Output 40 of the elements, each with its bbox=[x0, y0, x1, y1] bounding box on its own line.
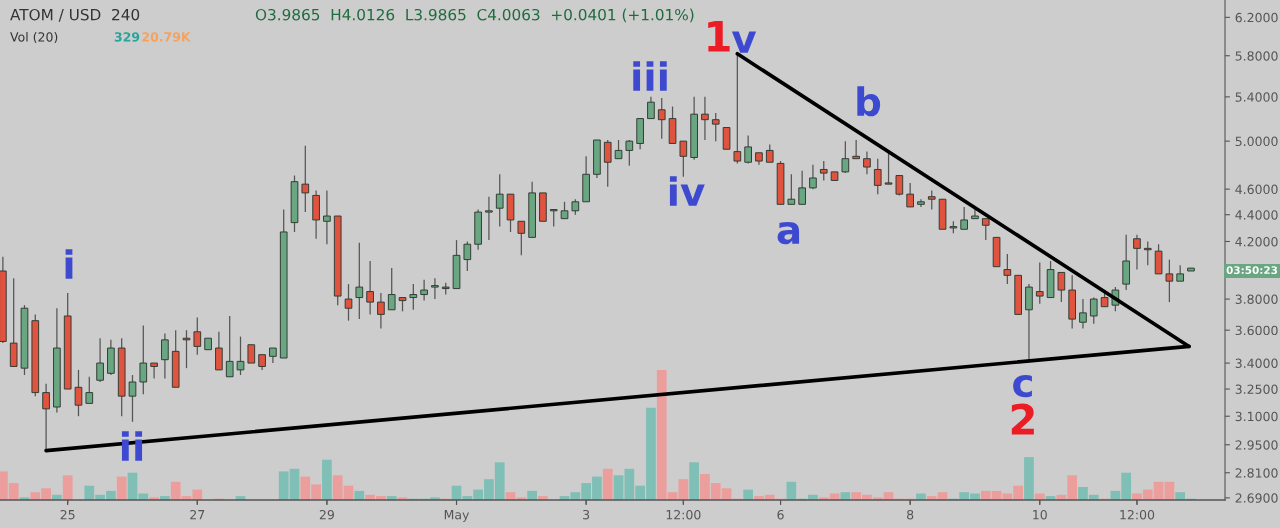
annotation: v bbox=[731, 31, 757, 53]
x-tick-label: 6 bbox=[777, 509, 784, 520]
annotation: 1 bbox=[708, 21, 730, 52]
y-tick-label: 3.6000 bbox=[1235, 325, 1278, 336]
x-tick-label: 29 bbox=[319, 509, 334, 520]
y-tick-label: 5.4000 bbox=[1235, 92, 1278, 102]
chart-title: Vol (20) bbox=[10, 31, 58, 44]
annotation: 2 bbox=[1011, 403, 1034, 435]
annotation: 20.79K bbox=[142, 32, 191, 42]
y-tick-label: 3.1000 bbox=[1235, 411, 1278, 422]
text: 03:50:23 bbox=[1226, 266, 1278, 275]
x-tick-label: 10 bbox=[1033, 509, 1047, 520]
y-tick-label: 4.6000 bbox=[1235, 184, 1278, 195]
text: O3.9865 H4.0126 L3.9865 C4.0063 +0.0401 (+1.01%) bbox=[255, 8, 694, 23]
y-tick-label: 2.6900 bbox=[1235, 493, 1278, 503]
annotation: a bbox=[777, 221, 800, 245]
y-tick-label: 5.8000 bbox=[1235, 51, 1278, 61]
x-tick-label: 8 bbox=[907, 509, 914, 520]
annotation: 329 bbox=[114, 32, 140, 42]
annotation: iv bbox=[669, 176, 705, 206]
annotation: b bbox=[857, 86, 881, 117]
x-tick-label: 12:00 bbox=[1120, 509, 1155, 520]
y-tick-label: 4.4000 bbox=[1235, 210, 1278, 220]
y-tick-label: 3.2500 bbox=[1235, 384, 1278, 394]
x-tick-label: 25 bbox=[60, 509, 75, 520]
y-tick-label: 3.8000 bbox=[1235, 294, 1278, 304]
x-tick-label: 3 bbox=[583, 509, 590, 520]
chart-title: ATOM / USD 240 bbox=[10, 8, 140, 22]
y-tick-label: 6.2000 bbox=[1235, 12, 1278, 23]
y-tick-label: 4.2000 bbox=[1235, 236, 1278, 247]
y-tick-label: 3.4000 bbox=[1235, 358, 1278, 368]
x-tick-label: 12:00 bbox=[666, 509, 701, 520]
annotation: i bbox=[65, 249, 73, 279]
y-tick-label: 5.0000 bbox=[1235, 136, 1278, 147]
y-tick-label: 2.9500 bbox=[1235, 440, 1278, 450]
x-tick-label: May bbox=[444, 510, 470, 522]
annotation: c bbox=[1013, 374, 1032, 398]
annotation: iii bbox=[633, 61, 667, 91]
y-tick-label: 2.8100 bbox=[1235, 468, 1278, 478]
x-tick-label: 27 bbox=[190, 509, 205, 520]
